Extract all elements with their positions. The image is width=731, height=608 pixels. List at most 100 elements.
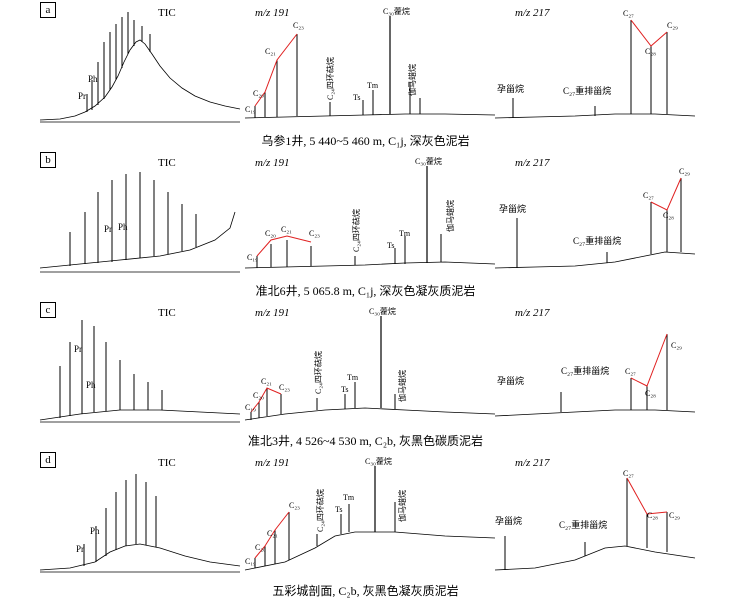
c29-label: C₂₉ [679,167,690,176]
c20-label: C₂₀ [253,391,264,400]
pregnane-label: 孕甾烷 [497,83,524,94]
panel-b: b TIC Pr Ph m/z 191 C₁₉ C₂₀ C₂₁ [0,152,731,300]
c24-label: C₂₄四环萜烷 [351,209,361,252]
mz217-chromatogram: m/z 217 孕甾烷 C₂₇重排甾烷 C₂₇ C₂₈ C₂₉ [494,157,696,269]
ph-label: Ph [118,222,128,232]
mz217-chromatogram: m/z 217 孕甾烷 C₂₇重排甾烷 C₂₇ C₂₈ C₂₉ [494,7,696,119]
tm-label: Tm [367,81,379,90]
c21-label: C₂₁ [265,47,276,56]
c27-label: C₂₇ [625,367,636,376]
mz191-label: m/z 191 [255,307,290,319]
c27-diasterane-label: C₂₇重排甾烷 [573,235,621,246]
mz217-label: m/z 217 [515,157,550,169]
panel-d: d TIC Pr Ph m/z 191 C₁₉ C₂₀ C₂₁ C₂₃ [0,452,731,600]
c29-label: C₂₉ [669,511,680,520]
tic-trace: TIC Pr Ph [39,152,240,277]
panel-letter: d [40,452,56,468]
panel-caption: 准北3井, 4 526~4 530 m, C₂b, 灰黑色碳质泥岩 [247,434,483,448]
gammacerane-label: 伽马蜡烷 [397,490,407,522]
mz191-chromatogram: m/z 191 C₁₉ C₂₀ C₂₁ C₂₃ C₂₄四环萜烷 Ts Tm C₃… [244,6,496,119]
c19-label: C₁₉ [247,253,258,262]
mz217-trace: m/z 217 孕甾烷 C₂₇重排甾烷 C₂₇ C₂₈ C₂₉ [494,152,696,277]
c20-label: C₂₀ [265,229,276,238]
ts-label: Ts [387,241,394,250]
mz191-label: m/z 191 [255,457,290,469]
gammacerane-label: 伽马蜡烷 [407,64,417,96]
tic-trace: TIC Pr Ph [39,302,241,427]
mz217-trace: m/z 217 孕甾烷 C₂₇重排甾烷 C₂₇ C₂₈ C₂₉ [494,452,696,577]
c27-diasterane-label: C₂₇重排甾烷 [563,85,611,96]
c30-label: C₃₀藿烷 [365,456,392,466]
ph-label: Ph [90,526,100,536]
c23-label: C₂₃ [293,21,304,30]
tm-label: Tm [343,493,355,502]
c30-label: C₃₀藿烷 [369,306,396,316]
c30-label: C₃₀藿烷 [383,6,410,16]
panel-letter: c [40,302,56,318]
panel-caption: 五彩城剖面, C₂b, 灰黑色凝灰质泥岩 [272,584,459,598]
gammacerane-label: 伽马蜡烷 [445,200,455,232]
ph-label: Ph [86,380,96,390]
panel-caption: 准北6井, 5 065.8 m, C₁j, 深灰色凝灰质泥岩 [255,284,476,298]
c23-label: C₂₃ [289,501,300,510]
mz217-label: m/z 217 [515,307,550,319]
mz191-chromatogram: m/z 191 C₁₉ C₂₀ C₂₁ C₂₃ C₂₄四环萜烷 Ts Tm C₃… [244,156,496,269]
c27-diasterane-label: C₂₇重排甾烷 [559,519,607,530]
panel-letter: a [40,2,56,18]
pregnane-label: 孕甾烷 [497,375,524,386]
tic-chromatogram: TIC Pr Ph [39,7,241,123]
c24-label: C₂₄四环萜烷 [325,57,335,100]
mz191-trace: m/z 191 C₁₉ C₂₀ C₂₁ C₂₃ C₂₄四环萜烷 Ts Tm C₃… [244,452,496,577]
c28-label: C₂₈ [663,211,674,220]
tic-chromatogram: TIC Pr Ph [39,457,241,573]
c27-label: C₂₇ [623,469,634,478]
mz191-chromatogram: m/z 191 C₁₉ C₂₀ C₂₁ C₂₃ C₂₄四环萜烷 Ts Tm C₃… [244,306,496,421]
c28-label: C₂₈ [645,47,656,56]
c29-label: C₂₉ [671,341,682,350]
panel-caption: 乌参1井, 5 440~5 460 m, C₁j, 深灰色泥岩 [261,134,470,148]
c30-label: C₃₀藿烷 [415,156,442,166]
mz217-trace: m/z 217 孕甾烷 C₂₇重排甾烷 C₂₇ C₂₈ C₂₉ [494,302,696,427]
c20-label: C₂₀ [253,89,264,98]
ts-label: Ts [335,505,342,514]
tic-trace: TIC Pr Ph [39,452,241,577]
c27-diasterane-label: C₂₇重排甾烷 [561,365,609,376]
c19-label: C₁₉ [245,557,256,566]
ph-label: Ph [88,74,98,84]
c29-label: C₂₉ [667,21,678,30]
tic-trace: TIC Pr Ph [39,2,241,127]
mz191-chromatogram: m/z 191 C₁₉ C₂₀ C₂₁ C₂₃ C₂₄四环萜烷 Ts Tm C₃… [244,456,496,571]
mz191-trace: m/z 191 C₁₉ C₂₀ C₂₁ C₂₃ C₂₄四环萜烷 Ts Tm C₃… [244,152,496,277]
tic-chromatogram: TIC Pr Ph [39,307,241,423]
c20-label: C₂₀ [255,543,266,552]
c24-label: C₂₄四环萜烷 [313,351,323,394]
tic-label: TIC [158,7,176,19]
c19-label: C₁₉ [245,105,256,114]
mz191-trace: m/z 191 C₁₉ C₂₀ C₂₁ C₂₃ C₂₄四环萜烷 Ts Tm C₃… [244,302,496,427]
tic-label: TIC [158,457,176,469]
c28-label: C₂₈ [647,511,658,520]
pr-label: Pr [74,344,82,354]
ts-label: Ts [341,385,348,394]
c19-label: C₁₉ [245,403,256,412]
pregnane-label: 孕甾烷 [499,203,526,214]
mz191-trace: m/z 191 C₁₉ C₂₀ C₂₁ C₂₃ C₂₄四环萜烷 Ts Tm C₃… [244,2,496,127]
mz217-chromatogram: m/z 217 孕甾烷 C₂₇重排甾烷 C₂₇ C₂₈ C₂₉ [494,457,696,571]
tm-label: Tm [399,229,411,238]
mz217-chromatogram: m/z 217 孕甾烷 C₂₇重排甾烷 C₂₇ C₂₈ C₂₉ [494,307,696,417]
tic-label: TIC [158,157,176,169]
panel-c: c TIC Pr Ph m/z 191 C₁₉ C₂₀ C₂₁ [0,302,731,450]
c27-label: C₂₇ [623,9,634,18]
mz191-label: m/z 191 [255,157,290,169]
c27-label: C₂₇ [643,191,654,200]
ts-label: Ts [353,93,360,102]
c21-label: C₂₁ [281,225,292,234]
pr-label: Pr [78,91,86,101]
panel-a: a TIC Pr Ph m/z 191 C₁₉ C₂₀ [0,2,731,150]
c23-label: C₂₃ [279,383,290,392]
c21-label: C₂₁ [267,529,278,538]
c21-label: C₂₁ [261,377,272,386]
mz217-label: m/z 217 [515,457,550,469]
c23-label: C₂₃ [309,229,320,238]
pr-label: Pr [104,224,112,234]
